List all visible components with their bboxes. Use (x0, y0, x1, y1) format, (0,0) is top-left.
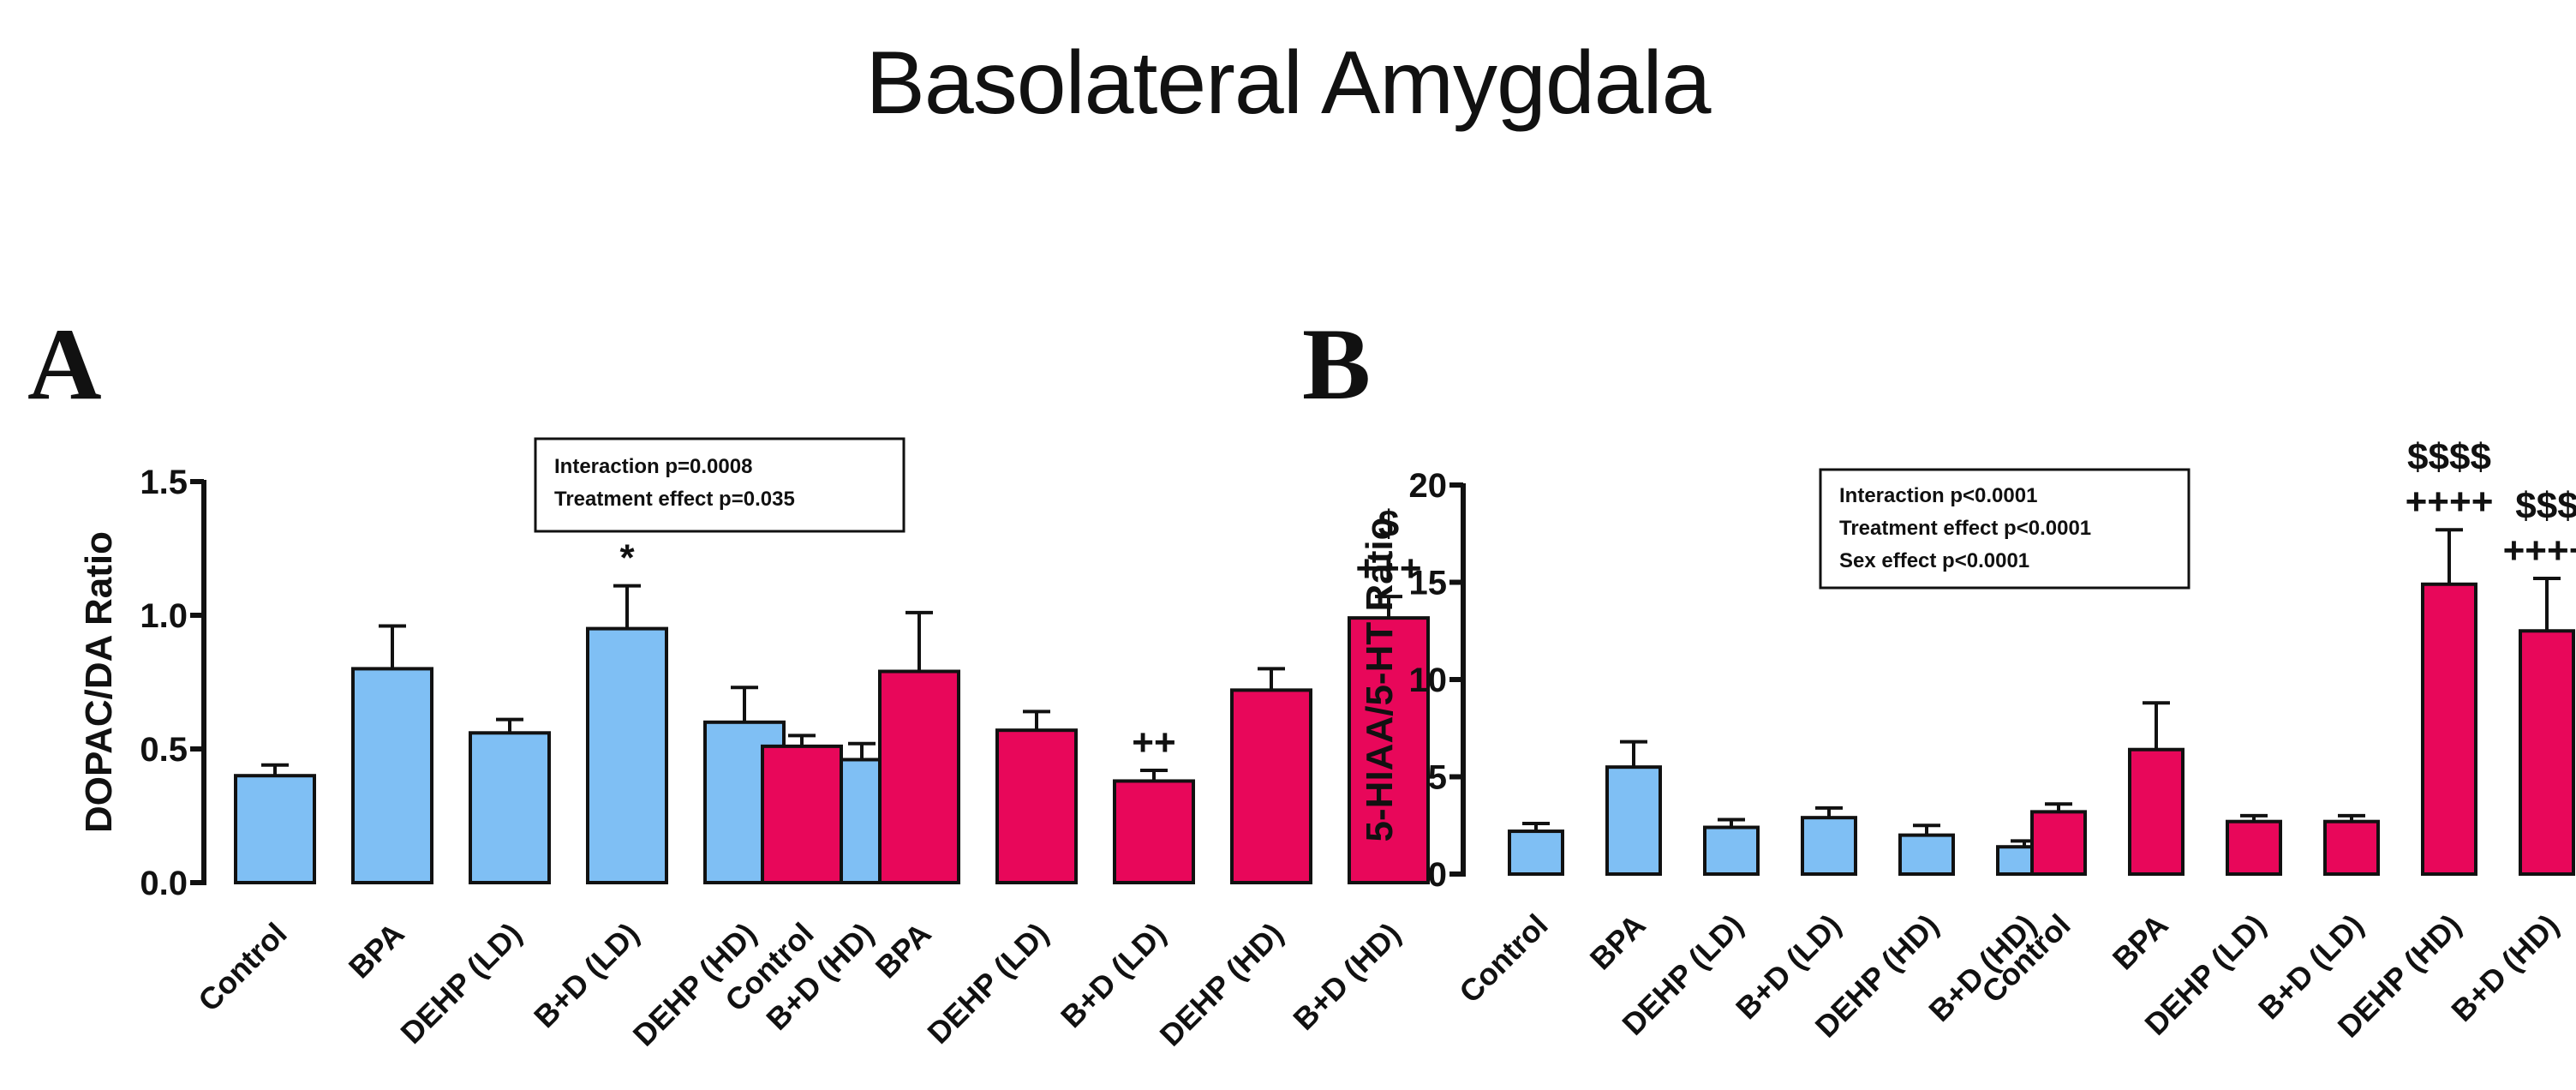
significance-marker: * (619, 537, 635, 579)
y-axis-label: 5-HIAA/5-HT Ratio (1359, 518, 1401, 842)
category-label: BPA (342, 916, 411, 985)
bar (1898, 833, 1955, 876)
y-tick-label: 1.5 (140, 464, 188, 501)
bar (469, 731, 551, 885)
bar (1508, 829, 1564, 876)
bar (586, 626, 668, 884)
category-label: B+D (HD) (2444, 907, 2565, 1028)
figure-title: Basolateral Amygdala (865, 33, 1712, 133)
category-label: Control (1452, 907, 1554, 1009)
category-label: DEHP (LD) (920, 916, 1055, 1051)
category-label: B+D (LD) (1054, 916, 1173, 1035)
bar (2519, 629, 2575, 876)
y-tick-label: 0 (1428, 856, 1447, 894)
category-label: DEHP (LD) (393, 916, 528, 1051)
bar (234, 774, 316, 885)
bar (878, 669, 960, 885)
category-label: BPA (869, 916, 938, 985)
category-label: DEHP (HD) (1153, 916, 1290, 1053)
bar (2128, 747, 2185, 876)
bar (2421, 582, 2477, 877)
significance-marker: $$$$ (2407, 436, 2491, 478)
y-tick-label: 0.5 (140, 731, 188, 769)
category-label: B+D (HD) (1286, 916, 1407, 1037)
bar (761, 744, 843, 884)
y-tick-label: 10 (1409, 662, 1448, 699)
bar (1113, 779, 1195, 884)
bar (1703, 825, 1760, 877)
significance-marker: +++ (1355, 548, 1421, 590)
y-tick-label: 20 (1409, 467, 1448, 505)
stats-line: Treatment effect p=0.035 (554, 488, 795, 511)
bar (995, 728, 1078, 884)
bar (351, 667, 433, 885)
bar (2030, 810, 2087, 876)
bar (1348, 616, 1430, 884)
significance-marker: ++++ (2503, 530, 2576, 572)
category-label: BPA (1583, 907, 1653, 977)
y-tick-label: 5 (1428, 759, 1447, 797)
bar (2226, 819, 2282, 877)
stats-box (1819, 468, 2190, 590)
significance-marker: $ (1378, 503, 1399, 545)
stats-line: Interaction p=0.0008 (554, 455, 752, 478)
bar (1801, 816, 1857, 876)
panel-letter: A (27, 307, 102, 421)
y-axis-label: DOPAC/DA Ratio (78, 531, 120, 833)
stats-line: Interaction p<0.0001 (1839, 484, 2037, 507)
y-tick-label: 1.0 (140, 597, 188, 635)
significance-marker: ++++ (2406, 481, 2494, 523)
category-label: B+D (LD) (527, 916, 646, 1035)
bar (1605, 765, 1662, 877)
significance-marker: ++ (1132, 722, 1175, 764)
stats-line: Treatment effect p<0.0001 (1839, 517, 2091, 540)
category-label: BPA (2106, 907, 2175, 977)
significance-marker: $$$ (2515, 485, 2576, 527)
category-label: Control (191, 916, 293, 1018)
y-tick-label: 15 (1409, 565, 1448, 602)
stats-box (534, 437, 905, 533)
stats-line: Sex effect p<0.0001 (1839, 549, 2029, 572)
bar (1230, 688, 1312, 884)
bar (2323, 819, 2380, 877)
y-tick-label: 0.0 (140, 865, 188, 902)
panel-letter: B (1302, 307, 1371, 421)
